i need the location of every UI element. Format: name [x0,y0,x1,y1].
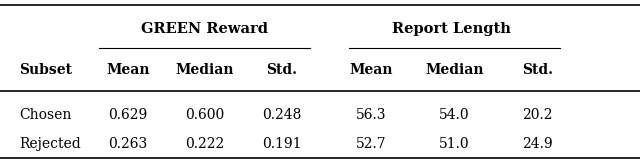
Text: 0.191: 0.191 [262,137,301,151]
Text: 54.0: 54.0 [439,108,470,122]
Text: 0.600: 0.600 [185,108,225,122]
Text: Rejected: Rejected [19,137,81,151]
Text: 56.3: 56.3 [356,108,387,122]
Text: Std.: Std. [522,63,553,77]
Text: 52.7: 52.7 [356,137,387,151]
Text: 0.263: 0.263 [108,137,148,151]
Text: Median: Median [425,63,484,77]
Text: 20.2: 20.2 [522,108,553,122]
Text: Subset: Subset [19,63,72,77]
Text: Mean: Mean [106,63,150,77]
Text: Mean: Mean [349,63,393,77]
Text: 0.222: 0.222 [185,137,225,151]
Text: Std.: Std. [266,63,297,77]
Text: GREEN Reward: GREEN Reward [141,22,268,36]
Text: 0.248: 0.248 [262,108,301,122]
Text: 51.0: 51.0 [439,137,470,151]
Text: 24.9: 24.9 [522,137,553,151]
Text: 0.629: 0.629 [108,108,148,122]
Text: Report Length: Report Length [392,22,511,36]
Text: Median: Median [175,63,234,77]
Text: Chosen: Chosen [19,108,72,122]
